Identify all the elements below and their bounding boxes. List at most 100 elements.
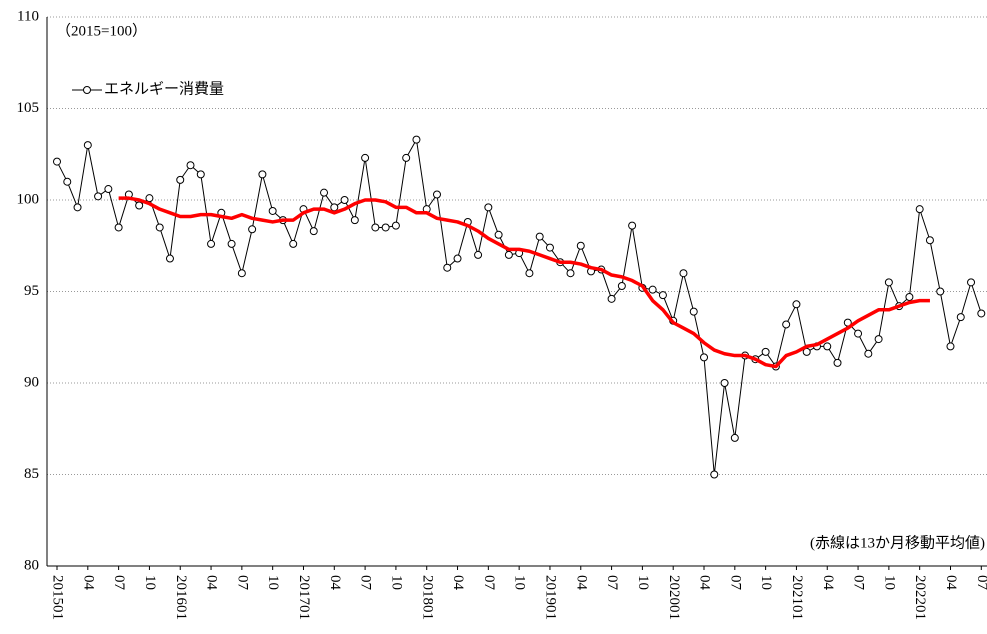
data-point [73, 203, 82, 212]
data-point [145, 194, 154, 203]
data-point [155, 223, 164, 232]
data-point [946, 342, 955, 351]
x-tick-label: 07 [604, 575, 620, 591]
data-point [391, 221, 400, 230]
data-point [381, 223, 390, 232]
x-tick-label: 10 [758, 575, 774, 590]
data-point [967, 278, 976, 287]
data-point [371, 223, 380, 232]
data-point [658, 291, 667, 300]
data-point [83, 141, 92, 150]
data-point [207, 239, 216, 248]
x-tick-label: 04 [697, 575, 713, 591]
x-tick-label: 10 [881, 575, 897, 590]
legend-marker [83, 86, 91, 94]
x-tick-label: 07 [234, 575, 250, 591]
data-point [268, 206, 277, 215]
x-tick-label: 07 [727, 575, 743, 591]
x-tick-label: 07 [358, 575, 374, 591]
data-point [494, 230, 503, 239]
data-point [402, 153, 411, 162]
data-line [56, 139, 982, 475]
data-point [248, 225, 257, 234]
y-tick-label: 80 [24, 557, 39, 573]
data-point [977, 309, 986, 318]
data-point [114, 223, 123, 232]
y-tick-label: 105 [17, 100, 40, 116]
data-point [320, 188, 329, 197]
x-tick-label: 201601 [173, 575, 189, 620]
data-point [176, 175, 185, 184]
data-point [689, 307, 698, 316]
x-tick-label: 07 [851, 575, 867, 591]
data-point [350, 216, 359, 225]
data-point [361, 153, 370, 162]
data-point [884, 278, 893, 287]
data-point [936, 287, 945, 296]
data-point [833, 358, 842, 367]
x-tick-label: 10 [142, 575, 158, 590]
y-tick-label: 90 [24, 374, 39, 390]
data-point [915, 205, 924, 214]
y-tick-label: 85 [24, 466, 39, 482]
data-point [94, 192, 103, 201]
x-tick-label: 04 [943, 575, 959, 591]
data-point [330, 203, 339, 212]
data-point [432, 190, 441, 199]
x-tick-label: 202101 [789, 575, 805, 620]
data-point [474, 250, 483, 259]
data-point [792, 300, 801, 309]
x-tick-label: 202201 [912, 575, 928, 620]
x-tick-label: 04 [820, 575, 836, 591]
data-point [720, 379, 729, 387]
data-point [782, 320, 791, 329]
data-point [802, 347, 811, 356]
x-tick-label: 07 [974, 575, 987, 591]
data-point [576, 241, 585, 250]
data-point [700, 353, 709, 362]
data-point [165, 254, 174, 263]
data-point [104, 185, 113, 194]
x-tick-label: 07 [481, 575, 497, 591]
data-point [628, 221, 637, 230]
x-tick-label: 04 [573, 575, 589, 591]
data-point [453, 254, 462, 263]
data-point [761, 347, 770, 356]
data-point [289, 239, 298, 248]
legend-label: エネルギー消費量 [104, 80, 224, 97]
data-point [710, 470, 719, 479]
data-point [956, 313, 965, 322]
x-tick-label: 201501 [50, 575, 66, 620]
x-tick-label: 201701 [296, 575, 312, 620]
x-tick-label: 202001 [666, 575, 682, 620]
x-tick-label: 201901 [543, 575, 559, 620]
data-point [823, 342, 832, 351]
data-point [607, 294, 616, 303]
data-point [545, 243, 554, 252]
data-point [258, 170, 267, 179]
data-point [227, 239, 236, 248]
data-point [864, 349, 873, 358]
x-tick-label: 10 [388, 575, 404, 590]
data-point [135, 201, 144, 210]
data-point [309, 227, 318, 236]
data-point [412, 135, 421, 144]
x-tick-label: 04 [80, 575, 96, 591]
y-tick-label: 110 [17, 8, 39, 24]
data-point [196, 170, 205, 179]
data-point [874, 335, 883, 344]
y-tick-label: 100 [17, 191, 40, 207]
x-tick-label: 201801 [419, 575, 435, 620]
x-tick-label: 07 [111, 575, 127, 591]
data-point [648, 285, 657, 294]
x-tick-label: 10 [635, 575, 651, 590]
x-tick-label: 10 [512, 575, 528, 590]
moving-average-line [118, 196, 930, 369]
x-tick-label: 10 [265, 575, 281, 590]
data-point [484, 203, 493, 212]
data-point [186, 161, 195, 170]
data-point [53, 157, 61, 166]
y-tick-label: 95 [24, 283, 39, 299]
data-point [535, 232, 544, 241]
